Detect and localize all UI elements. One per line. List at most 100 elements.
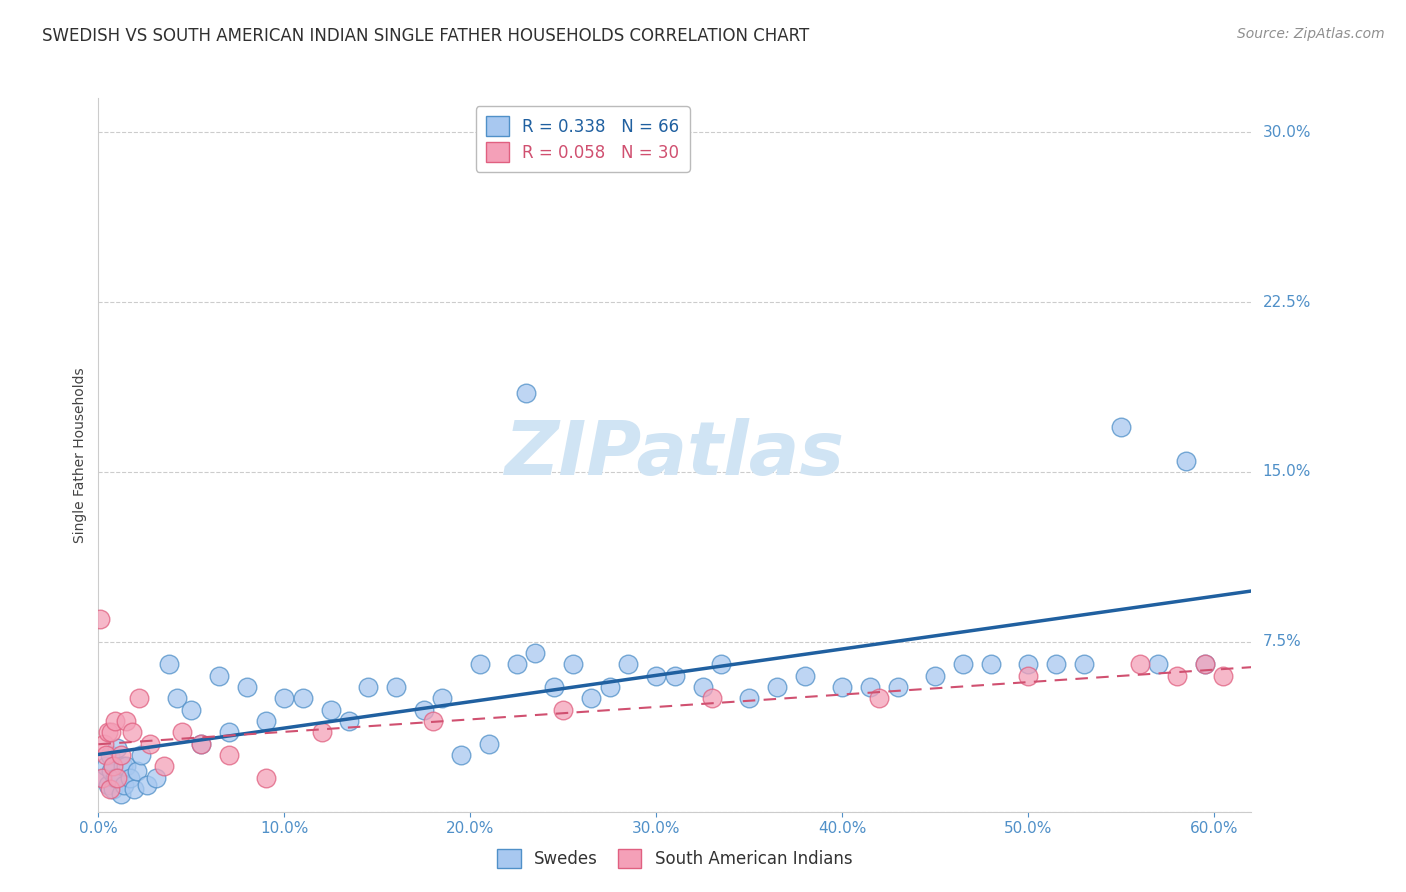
Point — [1212, 669, 1234, 683]
Point — [129, 748, 152, 763]
Point — [1194, 657, 1216, 672]
Point — [110, 787, 132, 801]
Point — [105, 741, 128, 756]
Point — [145, 771, 167, 785]
Text: 15.0%: 15.0% — [1263, 465, 1310, 479]
Point — [94, 748, 117, 763]
Point — [89, 612, 111, 626]
Point — [236, 680, 259, 694]
Point — [139, 737, 162, 751]
Text: 30.0%: 30.0% — [1263, 125, 1310, 140]
Point — [868, 691, 890, 706]
Point — [122, 782, 145, 797]
Point — [692, 680, 714, 694]
Point — [97, 778, 120, 792]
Point — [468, 657, 491, 672]
Point — [91, 771, 114, 785]
Point — [422, 714, 444, 728]
Point — [93, 771, 115, 785]
Point — [515, 385, 537, 400]
Point — [152, 759, 174, 773]
Point — [111, 759, 134, 773]
Point — [97, 725, 120, 739]
Legend: Swedes, South American Indians: Swedes, South American Indians — [491, 842, 859, 875]
Point — [1194, 657, 1216, 672]
Point — [104, 771, 127, 785]
Point — [579, 691, 602, 706]
Text: 7.5%: 7.5% — [1263, 634, 1301, 649]
Point — [128, 691, 150, 706]
Point — [506, 657, 529, 672]
Point — [98, 782, 121, 797]
Point — [831, 680, 853, 694]
Point — [115, 714, 138, 728]
Point — [94, 759, 117, 773]
Point — [110, 748, 132, 763]
Y-axis label: Single Father Households: Single Father Households — [73, 368, 87, 542]
Point — [254, 714, 277, 728]
Point — [114, 778, 136, 792]
Point — [599, 680, 621, 694]
Point — [218, 748, 240, 763]
Point — [135, 778, 157, 792]
Point — [291, 691, 314, 706]
Text: SWEDISH VS SOUTH AMERICAN INDIAN SINGLE FATHER HOUSEHOLDS CORRELATION CHART: SWEDISH VS SOUTH AMERICAN INDIAN SINGLE … — [42, 27, 810, 45]
Point — [859, 680, 882, 694]
Point — [664, 669, 686, 683]
Point — [700, 691, 723, 706]
Point — [450, 748, 472, 763]
Point — [118, 771, 141, 785]
Point — [543, 680, 565, 694]
Point — [190, 737, 212, 751]
Point — [190, 737, 212, 751]
Point — [1147, 657, 1170, 672]
Point — [157, 657, 180, 672]
Point — [218, 725, 240, 739]
Point — [432, 691, 454, 706]
Point — [108, 771, 131, 785]
Point — [311, 725, 333, 739]
Point — [100, 764, 122, 778]
Point — [766, 680, 789, 694]
Point — [103, 782, 125, 797]
Point — [385, 680, 408, 694]
Point — [710, 657, 733, 672]
Point — [121, 725, 143, 739]
Point — [952, 657, 974, 672]
Point — [357, 680, 380, 694]
Text: Source: ZipAtlas.com: Source: ZipAtlas.com — [1237, 27, 1385, 41]
Point — [561, 657, 583, 672]
Text: ZIPatlas: ZIPatlas — [505, 418, 845, 491]
Point — [645, 669, 668, 683]
Point — [1166, 669, 1188, 683]
Point — [1175, 453, 1198, 467]
Point — [100, 725, 122, 739]
Point — [339, 714, 361, 728]
Point — [738, 691, 761, 706]
Point — [1017, 657, 1039, 672]
Point — [115, 759, 138, 773]
Text: 22.5%: 22.5% — [1263, 294, 1310, 310]
Point — [412, 703, 434, 717]
Point — [273, 691, 295, 706]
Point — [93, 737, 115, 751]
Point — [617, 657, 640, 672]
Point — [254, 771, 277, 785]
Point — [104, 714, 127, 728]
Point — [98, 748, 121, 763]
Point — [478, 737, 501, 751]
Point — [794, 669, 817, 683]
Point — [166, 691, 188, 706]
Point — [319, 703, 342, 717]
Point — [103, 759, 125, 773]
Point — [924, 669, 946, 683]
Point — [127, 764, 149, 778]
Point — [1045, 657, 1067, 672]
Point — [980, 657, 1002, 672]
Point — [553, 703, 575, 717]
Point — [524, 646, 547, 660]
Point — [1017, 669, 1039, 683]
Point — [180, 703, 202, 717]
Point — [208, 669, 231, 683]
Point — [105, 771, 128, 785]
